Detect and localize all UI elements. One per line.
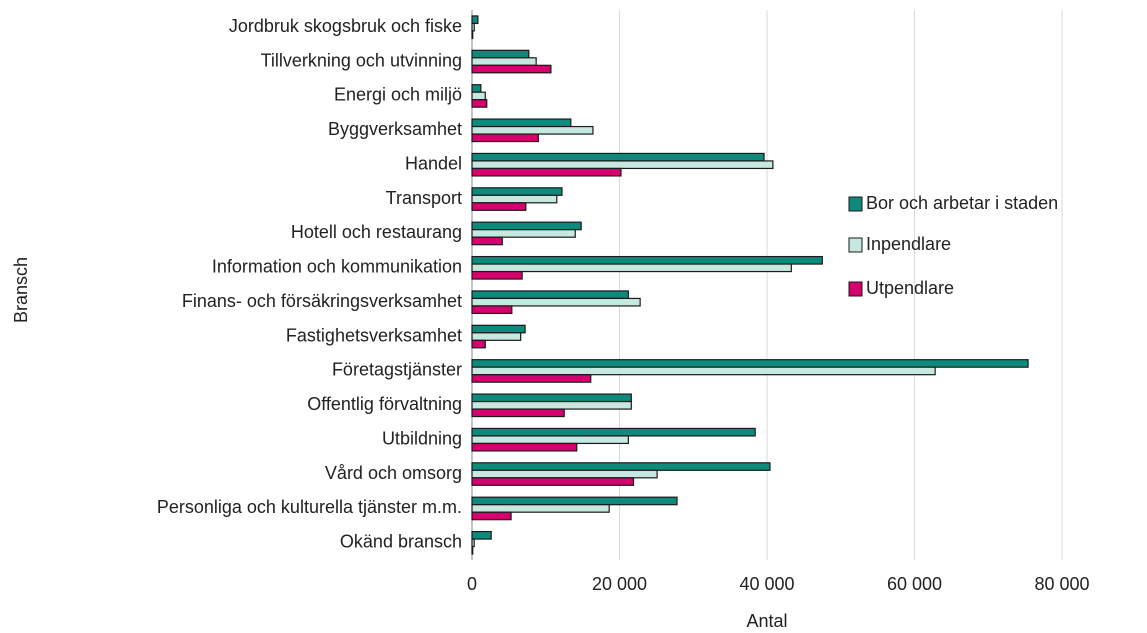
y-tick-label: Vård och omsorg	[325, 463, 462, 483]
bar	[471, 427, 756, 437]
bar	[471, 400, 632, 410]
y-tick-label: Jordbruk skogsbruk och fiske	[229, 16, 462, 36]
bar	[471, 91, 486, 101]
y-tick-label: Finans- och försäkringsverksamhet	[182, 291, 462, 311]
legend-label: Utpendlare	[866, 278, 954, 298]
y-tick-label: Fastighetsverksamhet	[286, 325, 462, 345]
y-tick-label: Företagstjänster	[332, 360, 462, 380]
bar	[471, 469, 658, 479]
bar	[471, 366, 936, 376]
legend-label: Bor och arbetar i staden	[866, 193, 1058, 213]
x-tick-label: 20 000	[592, 574, 647, 594]
bar	[471, 22, 475, 32]
y-axis-title: Bransch	[11, 257, 31, 323]
y-tick-label: Energi och miljö	[334, 85, 462, 105]
bar	[471, 290, 629, 300]
bar	[471, 15, 479, 25]
bar	[471, 30, 474, 40]
y-tick-label: Utbildning	[382, 428, 462, 448]
bar	[471, 477, 635, 486]
bar	[471, 263, 792, 273]
y-tick-label: Tillverkning och utvinning	[261, 50, 462, 70]
bar	[471, 221, 582, 231]
y-tick-label: Personliga och kulturella tjänster m.m.	[157, 497, 462, 517]
bar	[471, 133, 539, 143]
bar	[471, 118, 572, 128]
legend-swatch	[848, 237, 863, 253]
x-tick-label: 0	[467, 574, 477, 594]
y-tick-label: Transport	[386, 188, 462, 208]
bar	[471, 99, 488, 108]
bar	[471, 236, 503, 246]
bar	[471, 332, 522, 341]
y-tick-label: Byggverksamhet	[328, 119, 462, 139]
bar	[471, 435, 629, 445]
bar	[471, 57, 537, 66]
bar	[471, 305, 513, 315]
bar	[471, 84, 482, 93]
legend-swatch	[848, 281, 863, 297]
bar	[471, 359, 1029, 368]
bar	[471, 270, 523, 280]
bar	[471, 545, 474, 555]
x-tick-label: 80 000	[1034, 574, 1089, 594]
bar	[471, 374, 592, 383]
y-tick-label: Hotell och restaurang	[291, 222, 462, 242]
bar	[471, 393, 632, 403]
x-tick-label: 40 000	[739, 574, 794, 594]
bar	[471, 442, 578, 452]
bar	[471, 408, 565, 418]
bar	[471, 64, 552, 74]
y-tick-label: Offentlig förvaltning	[307, 394, 462, 414]
bar	[471, 125, 594, 135]
bar	[471, 511, 512, 521]
bar	[471, 255, 823, 265]
x-tick-label: 60 000	[887, 574, 942, 594]
bar	[471, 538, 475, 548]
legend-label: Inpendlare	[866, 234, 951, 254]
y-tick-label: Information och kommunikation	[212, 257, 462, 277]
legend-swatch	[848, 196, 863, 212]
y-tick-label: Handel	[405, 153, 462, 173]
bar	[471, 202, 527, 211]
y-tick-label: Okänd bransch	[340, 532, 462, 552]
bar	[471, 167, 622, 177]
bar	[471, 229, 576, 238]
bar	[471, 462, 771, 471]
bar	[471, 339, 486, 349]
bar	[471, 49, 530, 59]
bar	[471, 496, 678, 506]
bar	[471, 152, 765, 162]
bar	[471, 530, 492, 540]
bar	[471, 194, 558, 204]
bar	[471, 160, 774, 170]
bar	[471, 504, 610, 513]
bar	[471, 297, 641, 307]
bar	[471, 324, 526, 334]
x-axis-title: Antal	[746, 611, 787, 631]
bar	[471, 187, 563, 196]
